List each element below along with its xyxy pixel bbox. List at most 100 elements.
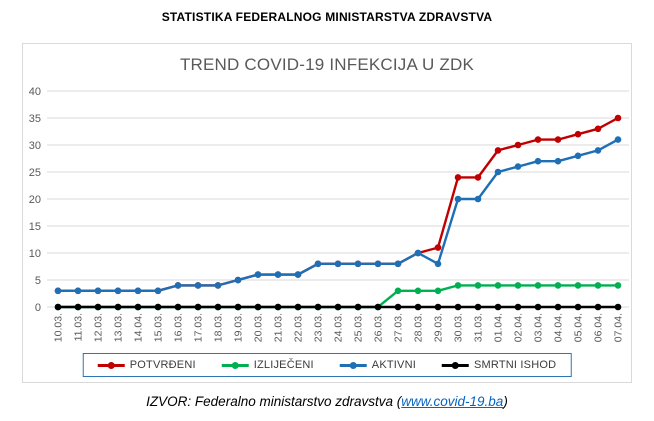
x-axis-tick-label: 15.03. bbox=[153, 313, 165, 342]
data-point bbox=[454, 282, 462, 289]
x-axis-tick-label: 04.04. bbox=[553, 313, 565, 342]
data-point bbox=[554, 157, 562, 165]
data-point bbox=[454, 174, 462, 181]
data-point bbox=[614, 303, 622, 311]
legend-label: IZLIJEČENI bbox=[253, 359, 314, 371]
x-axis-tick-label: 30.03. bbox=[453, 313, 465, 342]
x-axis-tick-label: 17.03. bbox=[193, 313, 205, 342]
data-point bbox=[294, 303, 302, 311]
data-point bbox=[74, 303, 82, 311]
data-point bbox=[394, 287, 402, 295]
data-point bbox=[374, 260, 382, 268]
data-point bbox=[594, 147, 602, 154]
y-axis-tick-label: 40 bbox=[29, 86, 41, 98]
source-link[interactable]: www.covid-19.ba bbox=[401, 394, 504, 409]
data-point bbox=[474, 195, 482, 203]
data-point bbox=[574, 282, 582, 289]
x-axis-tick-label: 03.04. bbox=[533, 313, 545, 342]
y-axis-tick-label: 15 bbox=[29, 221, 41, 233]
data-point bbox=[574, 130, 582, 138]
data-point bbox=[474, 303, 482, 311]
data-point bbox=[514, 163, 522, 170]
data-point bbox=[614, 136, 622, 143]
data-point bbox=[414, 249, 422, 257]
data-point bbox=[174, 303, 182, 311]
data-point bbox=[454, 303, 462, 311]
y-axis-tick-label: 35 bbox=[29, 113, 41, 125]
x-axis-tick-label: 07.04. bbox=[613, 313, 625, 342]
data-point bbox=[114, 303, 122, 311]
x-axis-tick-label: 26.03. bbox=[373, 313, 385, 342]
data-point bbox=[614, 114, 622, 122]
y-axis-tick-label: 5 bbox=[35, 275, 41, 287]
x-axis-tick-label: 02.04. bbox=[513, 313, 525, 342]
trend-line-plot: 0 5 10 15 20 25 30 35 40 10.03. 11.03. 12.03. 13.03.… bbox=[29, 86, 629, 342]
x-axis-tick-label: 10.03. bbox=[53, 313, 65, 342]
x-axis-tick-label: 31.03. bbox=[473, 313, 485, 342]
x-axis-tick-label: 06.04. bbox=[593, 313, 605, 342]
data-point bbox=[554, 303, 562, 311]
data-point bbox=[94, 287, 102, 295]
data-point bbox=[414, 303, 422, 311]
data-point bbox=[54, 303, 62, 311]
data-point bbox=[154, 287, 162, 295]
data-point bbox=[614, 282, 622, 289]
data-point bbox=[194, 303, 202, 311]
x-axis-tick-label: 28.03. bbox=[413, 313, 425, 342]
data-point bbox=[214, 303, 222, 311]
data-point bbox=[594, 303, 602, 311]
x-axis-tick-label: 18.03. bbox=[213, 313, 225, 342]
data-point bbox=[334, 303, 342, 311]
x-axis-tick-label: 27.03. bbox=[393, 313, 405, 342]
chart-container: 0 5 10 15 20 25 30 35 40 10.03. 11.03. 12.03. 13.03.… bbox=[22, 43, 632, 383]
x-axis-tick-label: 05.04. bbox=[573, 313, 585, 342]
data-point bbox=[554, 282, 562, 289]
data-point bbox=[114, 287, 122, 295]
izlijeceni-series-marker-icon bbox=[221, 361, 249, 369]
data-point bbox=[594, 125, 602, 133]
x-axis-tick-label: 12.03. bbox=[93, 313, 105, 342]
y-axis-tick-label: 30 bbox=[29, 140, 41, 152]
y-axis-tick-label: 0 bbox=[35, 302, 41, 314]
data-point bbox=[134, 287, 142, 295]
data-point bbox=[594, 282, 602, 289]
data-point bbox=[494, 168, 502, 176]
data-point bbox=[574, 303, 582, 311]
data-point bbox=[294, 271, 302, 278]
data-point bbox=[154, 303, 162, 311]
legend-item-aktivni: AKTIVNI bbox=[339, 359, 416, 371]
x-axis-tick-label: 22.03. bbox=[293, 313, 305, 342]
x-axis-tick-label: 16.03. bbox=[173, 313, 185, 342]
x-axis-tick-label: 29.03. bbox=[433, 313, 445, 342]
data-point bbox=[494, 303, 502, 311]
data-point bbox=[214, 282, 222, 289]
x-axis-tick-label: 24.03. bbox=[333, 313, 345, 342]
y-axis-tick-label: 25 bbox=[29, 167, 41, 179]
data-point bbox=[414, 287, 422, 295]
y-axis-tick-label: 10 bbox=[29, 248, 41, 260]
x-axis-tick-label: 19.03. bbox=[233, 313, 245, 342]
potvrdjeni-series-marker-icon bbox=[97, 361, 125, 369]
data-point bbox=[494, 282, 502, 289]
data-point bbox=[274, 271, 282, 278]
data-point bbox=[434, 287, 442, 295]
smrtni-ishod-series-marker-icon bbox=[441, 361, 469, 369]
source-note: IZVOR: Federalno ministarstvo zdravstva … bbox=[0, 394, 654, 409]
data-point bbox=[434, 260, 442, 268]
data-point bbox=[54, 287, 62, 295]
data-point bbox=[334, 260, 342, 268]
data-point bbox=[454, 195, 462, 203]
legend-label: SMRTNI ISHOD bbox=[473, 359, 557, 371]
data-point bbox=[254, 271, 262, 278]
chart-title: TREND COVID-19 INFEKCIJA U ZDK bbox=[179, 55, 475, 74]
data-point bbox=[534, 136, 542, 143]
x-axis-tick-label: 01.04. bbox=[493, 313, 505, 342]
x-axis-tick-label: 11.03. bbox=[73, 313, 85, 341]
page-title: STATISTIKA FEDERALNOG MINISTARSTVA ZDRAV… bbox=[161, 10, 493, 24]
legend-label: POTVRĐENI bbox=[129, 359, 196, 371]
data-point bbox=[354, 303, 362, 311]
source-text-suffix: ) bbox=[503, 394, 508, 409]
data-point bbox=[254, 303, 262, 311]
source-text-prefix: IZVOR: Federalno ministarstvo zdravstva … bbox=[146, 394, 402, 409]
